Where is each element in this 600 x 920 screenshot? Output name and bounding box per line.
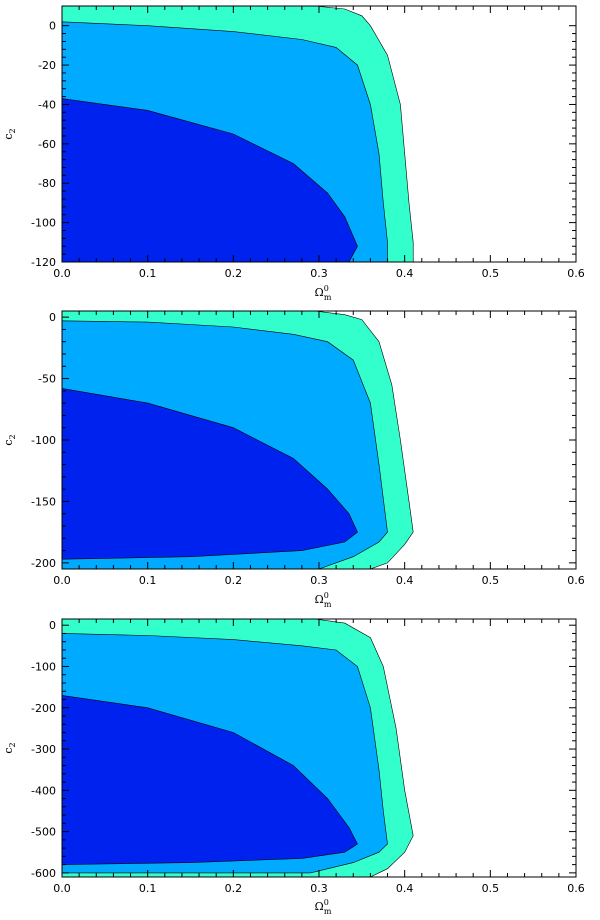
y-tick-label: -300 bbox=[31, 743, 56, 756]
y-tick-label: -100 bbox=[31, 434, 56, 447]
x-tick-label: 0.4 bbox=[396, 574, 414, 587]
x-tick-label: 0.1 bbox=[139, 882, 157, 895]
x-tick-label: 0.4 bbox=[396, 882, 414, 895]
x-tick-label: 0.1 bbox=[139, 574, 157, 587]
y-tick-label: -100 bbox=[31, 660, 56, 673]
x-tick-label: 0.3 bbox=[310, 574, 328, 587]
y-tick-label: -100 bbox=[31, 217, 56, 230]
x-tick-label: 0.1 bbox=[139, 267, 157, 280]
y-axis-label: c2 bbox=[2, 128, 17, 139]
y-tick-label: 0 bbox=[49, 619, 56, 632]
confidence-regions bbox=[62, 311, 414, 569]
contour-panel-middle: 0.0 0.1 0.2 0.3 0.4 0.5 0.6 0 -50 -100 -150 -200 Ω0 m… bbox=[2, 310, 585, 609]
y-axis-label: c2 bbox=[2, 742, 17, 753]
x-tick-label: 0.3 bbox=[310, 882, 328, 895]
y-tick-label: 0 bbox=[49, 311, 56, 324]
x-tick-label: 0.2 bbox=[225, 574, 243, 587]
y-tick-label: 0 bbox=[49, 20, 56, 33]
x-tick-label: 0.5 bbox=[482, 882, 500, 895]
x-tick-label: 0.6 bbox=[567, 574, 585, 587]
x-tick-label: 0.2 bbox=[225, 882, 243, 895]
x-tick-label: 0.6 bbox=[567, 267, 585, 280]
x-tick-label: 0.6 bbox=[567, 882, 585, 895]
y-tick-label: -20 bbox=[38, 59, 56, 72]
x-tick-label: 0.5 bbox=[482, 574, 500, 587]
y-tick-label: -400 bbox=[31, 784, 56, 797]
x-tick-label: 0.2 bbox=[225, 267, 243, 280]
y-tick-label: -120 bbox=[31, 256, 56, 269]
x-tick-label: 0.5 bbox=[482, 267, 500, 280]
y-axis-label: c2 bbox=[2, 434, 17, 445]
confidence-region-inner bbox=[62, 98, 358, 262]
x-axis-label: Ω0 m bbox=[315, 284, 332, 302]
y-tick-label: -600 bbox=[31, 867, 56, 880]
confidence-region-inner bbox=[62, 695, 358, 865]
confidence-regions bbox=[62, 619, 414, 877]
x-tick-label: 0.4 bbox=[396, 267, 414, 280]
x-axis-label: Ω0 m bbox=[315, 898, 332, 916]
y-tick-label: -150 bbox=[31, 495, 56, 508]
y-tick-label: -200 bbox=[31, 557, 56, 570]
y-tick-label: -500 bbox=[31, 826, 56, 839]
y-tick-label: -50 bbox=[38, 373, 56, 386]
x-tick-label: 0.3 bbox=[310, 267, 328, 280]
x-tick-label: 0.0 bbox=[53, 267, 71, 280]
y-tick-label: -80 bbox=[38, 177, 56, 190]
y-tick-label: -200 bbox=[31, 702, 56, 715]
x-tick-label: 0.0 bbox=[53, 574, 71, 587]
confidence-regions bbox=[62, 6, 414, 262]
contour-panel-top: 0.0 0.1 0.2 0.3 0.4 0.5 0.6 0 -20 -40 -60 -80 -100 -1… bbox=[2, 5, 585, 302]
x-tick-label: 0.0 bbox=[53, 882, 71, 895]
confidence-region-inner bbox=[62, 388, 358, 560]
y-tick-label: -40 bbox=[38, 98, 56, 111]
x-axis-label: Ω0 m bbox=[315, 591, 332, 609]
y-tick-label: -60 bbox=[38, 138, 56, 151]
contour-panel-bottom: 0.0 0.1 0.2 0.3 0.4 0.5 0.6 0 -100 -200 -300 -400 -5… bbox=[2, 618, 585, 916]
